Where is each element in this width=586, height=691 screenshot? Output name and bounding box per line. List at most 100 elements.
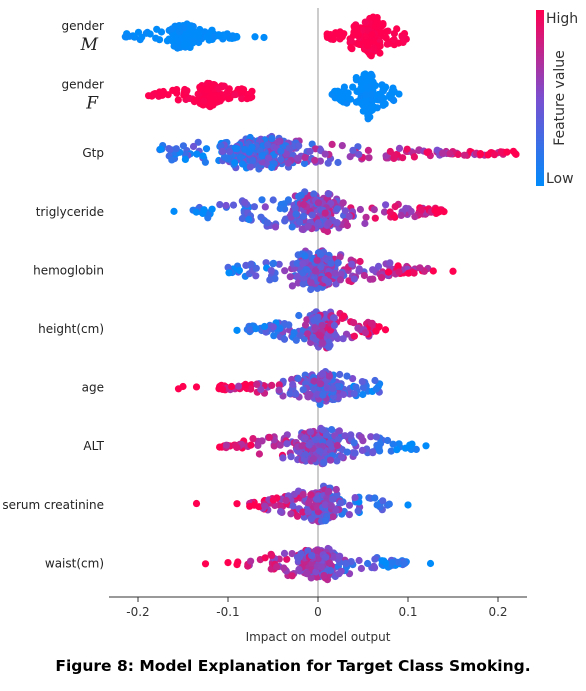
data-point xyxy=(269,323,277,331)
data-point-outlier xyxy=(251,33,259,41)
data-point-outlier xyxy=(260,33,268,42)
data-point-outlier xyxy=(215,385,223,393)
data-point xyxy=(325,343,333,351)
data-point xyxy=(313,495,321,503)
data-point xyxy=(311,324,319,332)
data-point xyxy=(313,256,321,264)
data-point xyxy=(299,280,307,288)
data-point xyxy=(324,488,332,496)
data-point-outlier xyxy=(233,500,241,508)
data-point xyxy=(183,87,191,95)
data-point xyxy=(146,30,154,38)
data-point xyxy=(329,495,337,503)
data-point xyxy=(285,144,293,152)
data-point xyxy=(362,98,370,106)
data-point xyxy=(307,515,315,523)
feature-label: hemoglobin xyxy=(33,263,104,277)
data-point xyxy=(321,150,329,158)
data-point xyxy=(354,507,362,515)
data-point xyxy=(351,494,359,502)
data-point xyxy=(220,82,228,90)
data-point xyxy=(367,90,376,98)
data-point xyxy=(319,369,327,378)
colorbar-title: Feature value xyxy=(552,50,568,146)
colorbar-high-label: High xyxy=(546,11,578,27)
data-point xyxy=(328,426,336,434)
data-point xyxy=(349,375,357,383)
data-point xyxy=(417,205,425,213)
data-point xyxy=(388,558,396,567)
data-point xyxy=(299,508,307,516)
data-point xyxy=(181,33,189,42)
data-point xyxy=(179,142,187,150)
data-point xyxy=(323,384,331,392)
data-point xyxy=(342,560,350,568)
data-point xyxy=(168,156,176,164)
data-point xyxy=(283,555,291,563)
dots-layer xyxy=(121,13,520,584)
data-point xyxy=(281,267,289,275)
data-point xyxy=(369,275,377,283)
data-point xyxy=(412,445,420,453)
data-point xyxy=(276,324,284,333)
data-point xyxy=(382,201,390,209)
data-point xyxy=(336,276,345,284)
data-point xyxy=(340,83,348,91)
data-point xyxy=(233,145,241,153)
data-point xyxy=(321,209,329,217)
feature-row-hemoglobin xyxy=(224,247,457,294)
data-point xyxy=(296,331,304,340)
data-point xyxy=(228,33,236,41)
data-point xyxy=(340,312,348,320)
data-point xyxy=(336,253,344,261)
data-point xyxy=(189,142,198,151)
data-point xyxy=(288,223,296,231)
data-point xyxy=(364,146,372,154)
data-point xyxy=(291,390,300,398)
data-point xyxy=(348,260,356,268)
data-point xyxy=(352,74,360,82)
data-point xyxy=(286,273,294,281)
data-point xyxy=(302,266,310,274)
data-point xyxy=(337,499,345,507)
data-point xyxy=(368,30,376,39)
data-point xyxy=(358,446,366,454)
data-point xyxy=(258,437,266,445)
data-point xyxy=(433,146,441,154)
data-point xyxy=(423,148,431,156)
data-point xyxy=(311,156,319,164)
data-point xyxy=(399,33,407,41)
data-point xyxy=(329,35,337,43)
data-point xyxy=(303,570,311,578)
data-point xyxy=(288,282,296,290)
data-point xyxy=(367,319,375,328)
feature-row-age xyxy=(174,368,384,408)
data-point xyxy=(337,453,346,461)
data-point xyxy=(334,259,342,267)
data-point xyxy=(377,29,385,37)
data-point xyxy=(395,39,403,47)
data-point xyxy=(378,274,386,282)
colorbar xyxy=(536,10,544,186)
data-point xyxy=(241,198,249,206)
data-point xyxy=(347,37,355,45)
data-point xyxy=(293,259,301,267)
data-point xyxy=(393,25,401,33)
data-point xyxy=(386,208,394,216)
data-point xyxy=(295,311,303,320)
data-point-outlier xyxy=(192,499,201,508)
data-point xyxy=(258,152,266,160)
data-point xyxy=(337,270,345,278)
data-point-outlier xyxy=(224,559,232,567)
data-point xyxy=(306,147,314,155)
data-point xyxy=(269,496,277,504)
data-point xyxy=(352,383,360,391)
data-point xyxy=(284,196,292,204)
feature-label: waist(cm) xyxy=(45,556,104,570)
data-point xyxy=(138,33,146,41)
data-point xyxy=(280,549,289,558)
data-point xyxy=(343,372,351,380)
data-point xyxy=(403,145,411,153)
data-point xyxy=(289,380,297,389)
data-point xyxy=(301,321,310,329)
